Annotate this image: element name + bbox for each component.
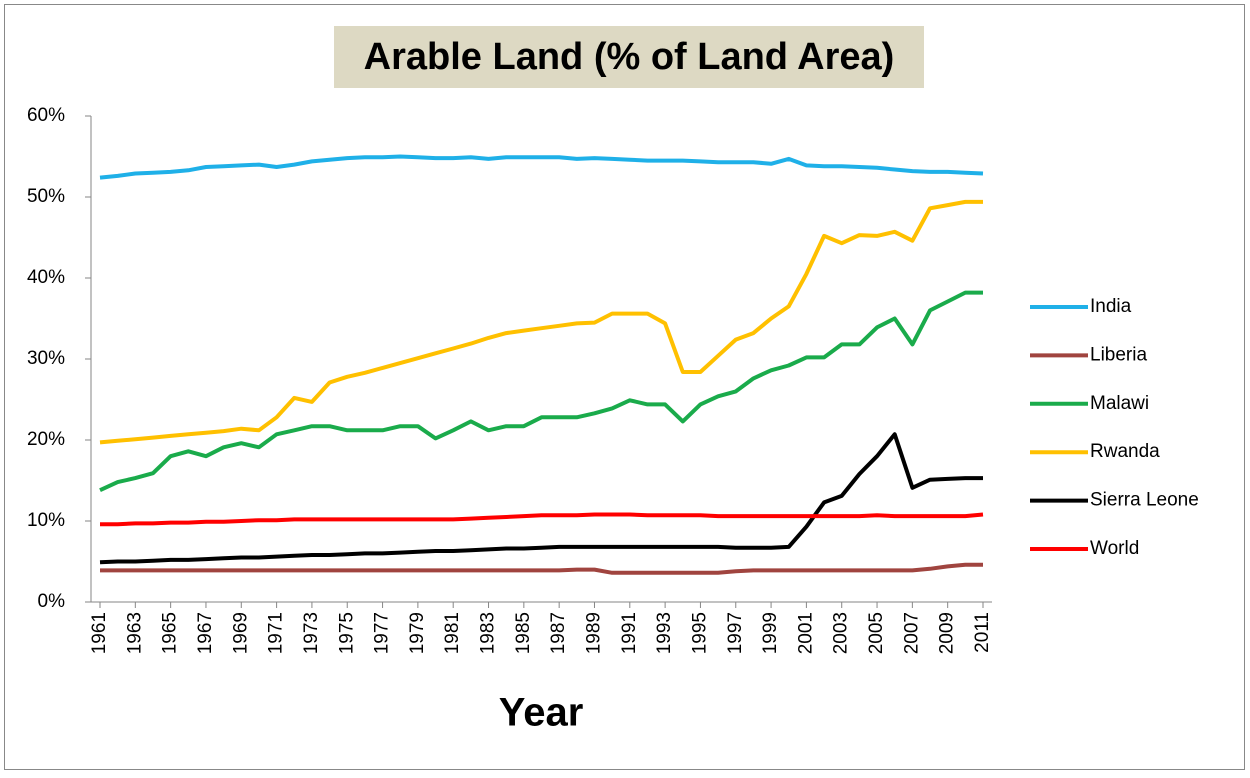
x-tick-label: 2011 bbox=[972, 612, 993, 653]
series-line bbox=[99, 432, 983, 565]
y-tick-label: 20% bbox=[27, 429, 65, 450]
y-tick-label: 30% bbox=[27, 348, 65, 369]
x-tick-label: 2009 bbox=[937, 612, 958, 654]
chart-title: Arable Land (% of Land Area) bbox=[364, 36, 895, 78]
series-line bbox=[99, 154, 984, 180]
legend-label: Liberia bbox=[1090, 344, 1147, 365]
x-tick-label: 1977 bbox=[372, 612, 393, 654]
series-line bbox=[100, 512, 984, 527]
legend-label: Sierra Leone bbox=[1090, 490, 1199, 511]
x-tick-label: 1983 bbox=[478, 612, 499, 654]
series-line bbox=[99, 199, 983, 445]
series-line bbox=[99, 290, 983, 493]
x-tick-label: 1987 bbox=[548, 612, 569, 654]
x-tick-label: 2005 bbox=[866, 612, 887, 654]
x-tick-label: 1975 bbox=[336, 612, 357, 654]
legend-label: World bbox=[1090, 538, 1139, 559]
x-axis-title: Year bbox=[499, 691, 584, 735]
legend-label: India bbox=[1090, 296, 1132, 317]
x-tick-label: 1981 bbox=[442, 612, 463, 654]
x-tick-label: 1965 bbox=[160, 612, 181, 654]
x-tick-label: 1969 bbox=[230, 612, 251, 654]
x-tick-label: 1989 bbox=[583, 612, 604, 654]
y-tick-label: 40% bbox=[27, 267, 65, 288]
legend-label: Rwanda bbox=[1090, 441, 1160, 462]
x-tick-label: 1995 bbox=[689, 612, 710, 654]
y-tick-label: 50% bbox=[27, 186, 65, 207]
x-tick-label: 1991 bbox=[619, 612, 640, 654]
y-tick-label: 60% bbox=[27, 105, 65, 126]
x-tick-label: 2001 bbox=[795, 612, 816, 654]
x-tick-label: 1979 bbox=[407, 612, 428, 654]
x-tick-label: 1997 bbox=[725, 612, 746, 654]
x-tick-label: 1961 bbox=[89, 612, 110, 654]
series-line bbox=[100, 562, 983, 575]
y-tick-label: 0% bbox=[38, 591, 66, 612]
x-tick-label: 2007 bbox=[901, 612, 922, 654]
x-tick-label: 1971 bbox=[266, 612, 287, 654]
title-box bbox=[334, 26, 924, 88]
y-tick-label: 10% bbox=[27, 510, 65, 531]
legend-label: Malawi bbox=[1090, 393, 1149, 414]
x-tick-label: 1973 bbox=[301, 612, 322, 654]
x-tick-label: 1967 bbox=[195, 612, 216, 654]
x-tick-label: 1999 bbox=[760, 612, 781, 654]
chart-border bbox=[4, 4, 1245, 770]
x-tick-label: 1985 bbox=[513, 612, 534, 654]
x-tick-label: 2003 bbox=[831, 612, 852, 654]
x-tick-label: 1993 bbox=[654, 612, 675, 654]
x-tick-label: 1963 bbox=[124, 612, 145, 654]
